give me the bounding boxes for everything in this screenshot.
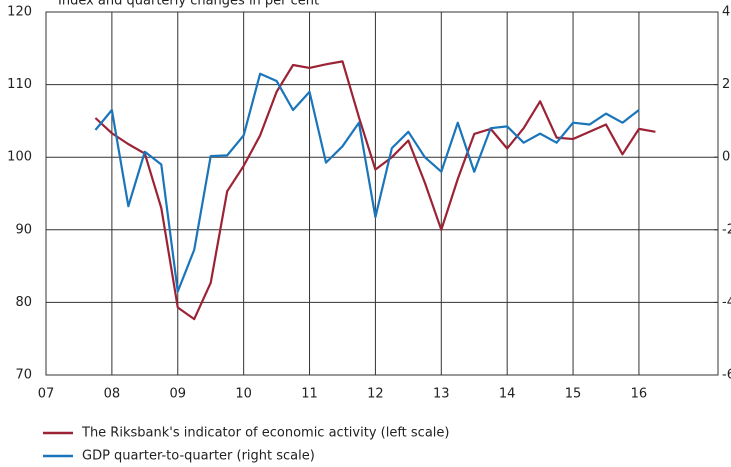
y-tick-label: 70 <box>15 368 32 383</box>
y-tick-label: 110 <box>7 77 32 92</box>
plot-border <box>45 11 719 376</box>
series-line <box>94 60 656 321</box>
x-tick-label: 12 <box>367 387 384 402</box>
y2-tick-label: -4 <box>722 295 731 310</box>
y2-tick-label: -6 <box>722 368 731 383</box>
x-tick-label: 09 <box>169 387 186 402</box>
y-tick-label: 120 <box>7 5 32 20</box>
chart-subtitle: Index and quarterly changes in per cent <box>58 0 319 9</box>
x-tick-label: 10 <box>235 387 252 402</box>
y-tick-label: 100 <box>7 150 32 165</box>
x-tick-label: 14 <box>499 387 516 402</box>
x-tick-label: 07 <box>38 387 55 402</box>
y2-tick-label: 4 <box>722 5 730 20</box>
y2-tick-label: 2 <box>722 77 730 92</box>
legend-label: The Riksbank's indicator of economic act… <box>81 426 449 441</box>
y-tick-label: 90 <box>15 222 32 237</box>
legend-label: GDP quarter-to-quarter (right scale) <box>82 449 315 464</box>
y2-tick-label: -2 <box>722 222 731 237</box>
x-tick-label: 08 <box>104 387 121 402</box>
series-line <box>94 72 640 293</box>
x-tick-label: 15 <box>565 387 582 402</box>
y2-tick-label: 0 <box>722 150 730 165</box>
y-tick-label: 80 <box>15 295 32 310</box>
x-tick-label: 11 <box>301 387 318 402</box>
x-tick-label: 13 <box>433 387 450 402</box>
x-tick-label: 16 <box>631 387 648 402</box>
